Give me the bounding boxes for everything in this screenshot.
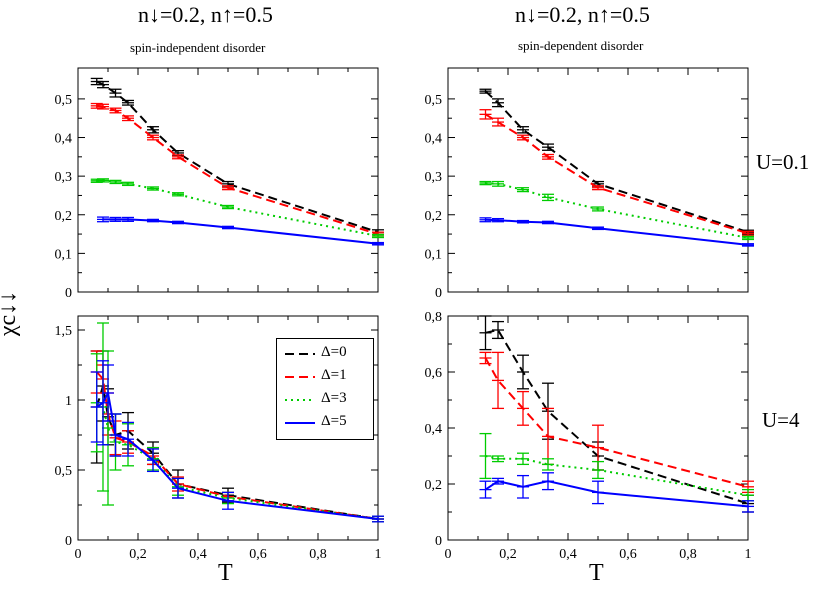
y-tick-label-0-4: 0,4 xyxy=(55,132,73,147)
y-tick-label-0-2: 0,2 xyxy=(55,209,73,224)
y-tick-label-1-4: 0,4 xyxy=(425,132,443,147)
y-tick-label-0-1: 0,1 xyxy=(55,247,73,262)
column-title-left: n↓=0.2, n↑=0.5 xyxy=(138,2,273,27)
legend-swatch-delta5 xyxy=(285,422,315,424)
series-line-delta5-panel-0 xyxy=(103,218,379,245)
y-tick-label-0-0: 0 xyxy=(65,286,72,301)
y-tick-label-3-0: 0 xyxy=(435,534,442,549)
x-tick-label-3-5: 1 xyxy=(745,547,752,562)
y-tick-label-1-0: 0 xyxy=(435,286,442,301)
x-tick-label-2-2: 0,4 xyxy=(189,547,207,562)
column-subtitle-right: spin-dependent disorder xyxy=(518,38,644,53)
x-axis-label-left: T xyxy=(218,560,233,586)
x-tick-label-2-3: 0,6 xyxy=(249,547,267,562)
x-tick-label-3-2: 0,4 xyxy=(559,547,577,562)
x-tick-label-2-4: 0,8 xyxy=(309,547,327,562)
panel-frame-0 xyxy=(77,67,379,293)
y-tick-label-2-0: 0 xyxy=(65,534,72,549)
x-tick-label-3-0: 0 xyxy=(445,547,452,562)
legend-label-delta1: Δ=1 xyxy=(321,367,347,383)
row-label-top: U=0.1 xyxy=(756,150,810,174)
x-tick-label-3-1: 0,2 xyxy=(499,547,517,562)
series-line-delta1-panel-2 xyxy=(96,371,379,520)
y-tick-label-1-5: 0,5 xyxy=(425,93,443,108)
legend-item-delta0: Δ=0 xyxy=(283,344,371,364)
series-line-delta0-panel-3 xyxy=(485,328,749,505)
x-tick-label-3-3: 0,6 xyxy=(619,547,637,562)
legend-swatch-delta3 xyxy=(285,399,315,401)
y-tick-label-2-1: 0,5 xyxy=(55,464,73,479)
y-tick-label-2-2: 1 xyxy=(65,394,72,409)
y-tick-label-1-1: 0,1 xyxy=(425,247,443,262)
x-tick-label-3-4: 0,8 xyxy=(679,547,697,562)
series-line-delta1-panel-0 xyxy=(96,104,379,236)
legend-label-delta3: Δ=3 xyxy=(321,390,347,406)
y-tick-label-0-5: 0,5 xyxy=(55,93,73,108)
series-line-delta0-panel-1 xyxy=(484,90,749,234)
column-subtitle-left: spin-independent disorder xyxy=(130,40,266,55)
legend-item-delta3: Δ=3 xyxy=(283,390,371,410)
series-line-delta3-panel-3 xyxy=(485,455,749,497)
y-tick-label-3-4: 0,8 xyxy=(425,310,443,325)
y-tick-label-1-2: 0,2 xyxy=(425,209,443,224)
series-line-delta5-panel-3 xyxy=(484,480,749,508)
y-tick-label-3-2: 0,4 xyxy=(425,422,443,437)
row-label-bottom: U=4 xyxy=(762,408,800,432)
x-tick-label-2-0: 0 xyxy=(75,547,82,562)
legend-label-delta0: Δ=0 xyxy=(321,344,347,360)
series-line-delta5-panel-1 xyxy=(485,218,749,246)
y-tick-label-1-3: 0,3 xyxy=(425,170,443,185)
y-tick-label-0-3: 0,3 xyxy=(55,170,73,185)
panel-frame-1 xyxy=(447,67,749,293)
legend-swatch-delta0 xyxy=(285,353,315,355)
series-line-delta0-panel-0 xyxy=(96,80,379,234)
column-title-right: n↓=0.2, n↑=0.5 xyxy=(515,2,650,27)
series-line-delta1-panel-1 xyxy=(484,113,749,235)
x-tick-label-2-1: 0,2 xyxy=(129,547,147,562)
y-tick-label-3-1: 0,2 xyxy=(425,478,443,493)
legend-swatch-delta1 xyxy=(285,376,315,378)
series-line-delta1-panel-3 xyxy=(484,357,749,488)
y-tick-label-3-3: 0,6 xyxy=(425,366,443,381)
y-tick-label-2-3: 1,5 xyxy=(55,324,73,339)
legend-item-delta5: Δ=5 xyxy=(283,413,371,433)
legend-label-delta5: Δ=5 xyxy=(321,413,347,429)
legend-item-delta1: Δ=1 xyxy=(283,367,371,387)
x-tick-label-2-5: 1 xyxy=(375,547,382,562)
x-axis-label-right: T xyxy=(589,560,604,586)
legend: Δ=0 Δ=1 Δ=3 Δ=5 xyxy=(276,338,374,440)
